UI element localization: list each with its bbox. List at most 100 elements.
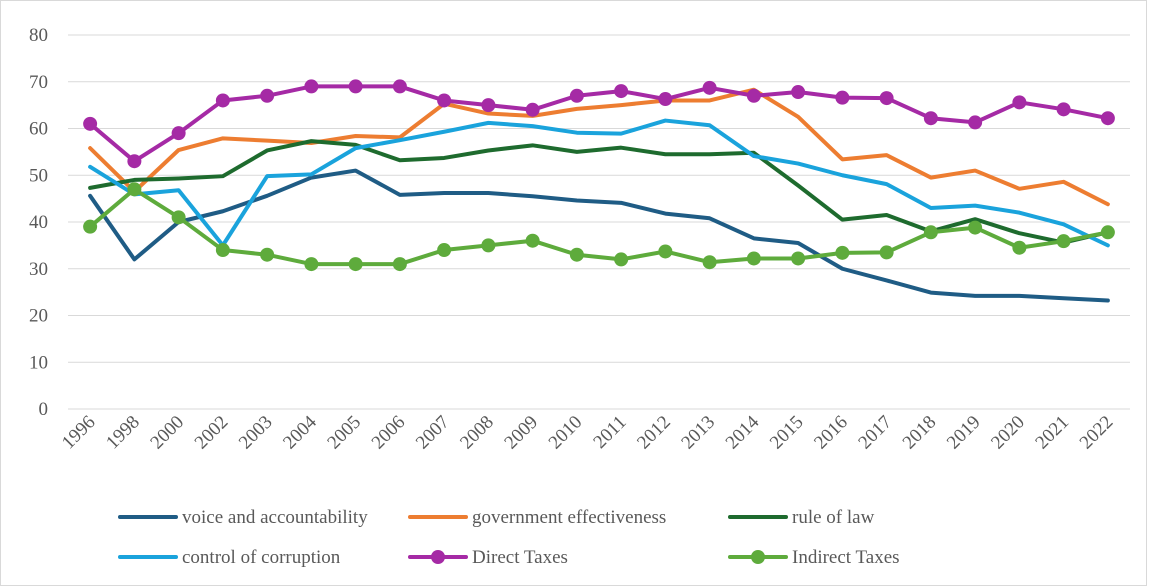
data-point (658, 92, 673, 107)
legend-item: Indirect Taxes (728, 547, 900, 568)
data-point (260, 88, 275, 103)
data-point (304, 257, 319, 272)
data-point (1056, 234, 1071, 249)
x-tick-label: 1998 (102, 412, 144, 454)
x-tick-label: 2004 (279, 411, 321, 453)
legend-item: control of corruption (118, 547, 341, 568)
x-axis-tick-labels: 1996 1998 2000 2002 2003 2004 2005 2006 2007 2008… (58, 411, 1117, 453)
gridlines (68, 34, 1130, 410)
y-tick-label: 40 (29, 212, 48, 233)
data-point (127, 154, 142, 169)
data-point (791, 251, 806, 266)
data-point (1056, 102, 1071, 117)
data-point (702, 255, 717, 270)
data-point (392, 79, 407, 94)
y-tick-label: 0 (39, 399, 49, 420)
data-point (215, 243, 230, 258)
x-tick-label: 2005 (323, 412, 365, 454)
data-point (569, 247, 584, 262)
data-point (171, 210, 186, 225)
x-tick-label: 2020 (987, 412, 1029, 454)
legend-item: voice and accountability (118, 507, 368, 528)
x-tick-label: 2012 (633, 412, 675, 454)
legend-label: control of corruption (182, 547, 341, 568)
data-point (127, 182, 142, 197)
data-point (746, 251, 761, 266)
data-point (879, 91, 894, 106)
x-tick-label: 2013 (677, 412, 719, 454)
series-4 (83, 79, 1115, 169)
data-point (481, 98, 496, 113)
x-tick-label: 2000 (146, 412, 188, 454)
data-point (835, 245, 850, 260)
data-point (260, 247, 275, 262)
data-point (481, 238, 496, 253)
x-tick-label: 2017 (854, 412, 896, 454)
x-tick-label: 1996 (58, 412, 100, 454)
y-tick-label: 10 (29, 352, 48, 373)
y-tick-label: 60 (29, 119, 48, 140)
data-point (923, 225, 938, 240)
x-tick-label: 2007 (412, 412, 454, 454)
y-tick-label: 30 (29, 259, 48, 280)
y-tick-label: 80 (29, 25, 48, 46)
data-point (614, 84, 629, 99)
data-point (348, 79, 363, 94)
data-point (525, 102, 540, 117)
series-1 (88, 87, 1110, 207)
data-point (392, 257, 407, 272)
series-3 (88, 118, 1110, 248)
x-tick-label: 2006 (368, 412, 410, 454)
series-line (88, 187, 1110, 267)
x-tick-label: 2003 (235, 412, 277, 454)
data-point (437, 93, 452, 108)
legend-item: government effectiveness (408, 507, 666, 528)
x-tick-label: 2018 (899, 412, 941, 454)
data-point (702, 80, 717, 95)
data-point (83, 219, 98, 234)
legend: voice and accountability government effec… (118, 507, 900, 568)
x-tick-label: 2002 (191, 412, 233, 454)
legend-label: government effectiveness (472, 507, 666, 528)
legend-label: rule of law (792, 507, 875, 528)
data-point (835, 90, 850, 105)
x-tick-label: 2008 (456, 412, 498, 454)
y-tick-label: 70 (29, 72, 48, 93)
x-tick-label: 2019 (943, 412, 985, 454)
data-point (923, 111, 938, 126)
x-tick-label: 2022 (1076, 412, 1118, 454)
series-line (88, 168, 1110, 303)
x-tick-label: 2015 (766, 412, 808, 454)
x-tick-label: 2011 (589, 412, 630, 453)
data-point (569, 88, 584, 103)
data-point (83, 116, 98, 131)
x-tick-label: 2010 (545, 412, 587, 454)
series-line (88, 118, 1110, 248)
x-tick-label: 2014 (722, 411, 764, 453)
data-point (1012, 240, 1027, 255)
data-point (791, 85, 806, 100)
legend-label: voice and accountability (182, 507, 368, 528)
data-point (525, 233, 540, 248)
y-tick-label: 50 (29, 165, 48, 186)
data-point (348, 257, 363, 272)
legend-marker (751, 550, 765, 564)
y-tick-label: 20 (29, 306, 48, 327)
legend-label: Direct Taxes (472, 547, 568, 568)
data-point (1100, 225, 1115, 240)
legend-marker (431, 550, 445, 564)
series-line (88, 87, 1110, 207)
series-2 (88, 139, 1110, 245)
series-line (88, 84, 1110, 164)
series-0 (88, 168, 1110, 303)
data-point (1012, 95, 1027, 110)
data-point (968, 220, 983, 235)
data-point (437, 243, 452, 258)
data-point (215, 93, 230, 108)
series-layer (83, 79, 1115, 303)
legend-item: rule of law (728, 507, 875, 528)
legend-label: Indirect Taxes (792, 547, 900, 568)
x-tick-label: 2016 (810, 412, 852, 454)
